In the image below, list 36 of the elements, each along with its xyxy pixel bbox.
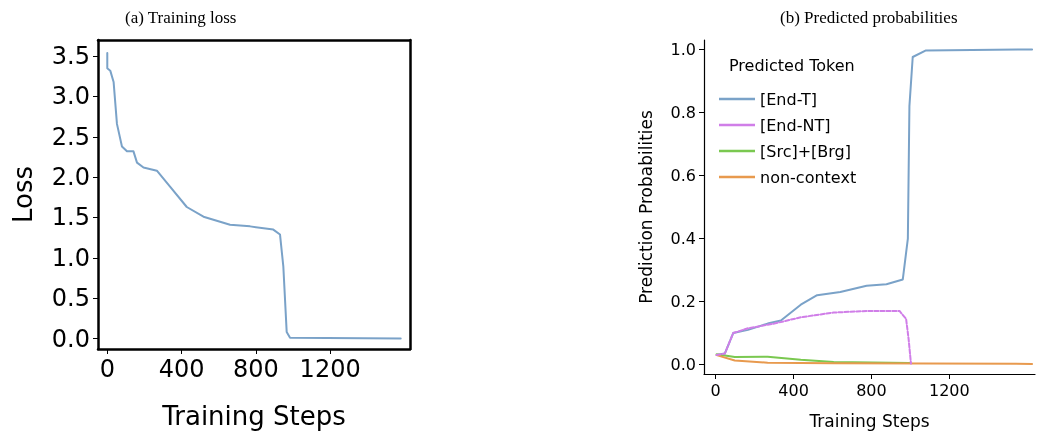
y-tick-label: 1.0 (670, 39, 696, 59)
y-tick-label: 0.5 (51, 284, 90, 313)
y-tick-label: 0.6 (670, 165, 696, 185)
y-axis-title: Loss (8, 165, 38, 224)
legend-label: [End-NT] (760, 115, 831, 135)
y-tick-label: 1.5 (51, 203, 90, 232)
y-tick-label: 2.0 (51, 163, 90, 192)
x-axis-title: Training Steps (808, 410, 930, 431)
legend-label: [Src]+[Brg] (760, 141, 851, 161)
legend-title: Predicted Token (729, 55, 855, 75)
y-tick-label: 1.0 (51, 243, 90, 272)
x-tick-label: 400 (778, 380, 809, 400)
y-tick-label: 2.5 (51, 122, 90, 151)
x-tick-label: 800 (232, 355, 279, 383)
x-axis-title: Training Steps (161, 401, 346, 431)
y-axis-title: Prediction Probabilities (635, 110, 656, 304)
chart-title: (a) Training loss (125, 8, 237, 27)
line-series (106, 51, 402, 340)
y-tick-label: 0.8 (670, 102, 696, 122)
line-series (715, 309, 912, 365)
y-tick-label: 0.0 (670, 355, 696, 375)
chart-title: (b) Predicted probabilities (780, 8, 958, 27)
x-tick-label: 0 (99, 355, 115, 383)
x-tick-label: 800 (856, 380, 887, 400)
y-tick-label: 3.5 (51, 42, 90, 71)
y-tick-label: 0.0 (51, 324, 90, 353)
line-series (715, 354, 1034, 365)
y-tick-label: 3.0 (51, 82, 90, 111)
x-tick-label: 0 (710, 380, 721, 400)
y-tick-label: 0.2 (670, 292, 696, 312)
y-tick-label: 0.4 (670, 229, 696, 249)
legend-label: [End-T] (760, 89, 817, 109)
legend-label: non-context (760, 167, 857, 187)
x-tick-label: 1200 (928, 380, 970, 400)
x-tick-label: 1200 (299, 355, 361, 383)
x-tick-label: 400 (158, 355, 205, 383)
